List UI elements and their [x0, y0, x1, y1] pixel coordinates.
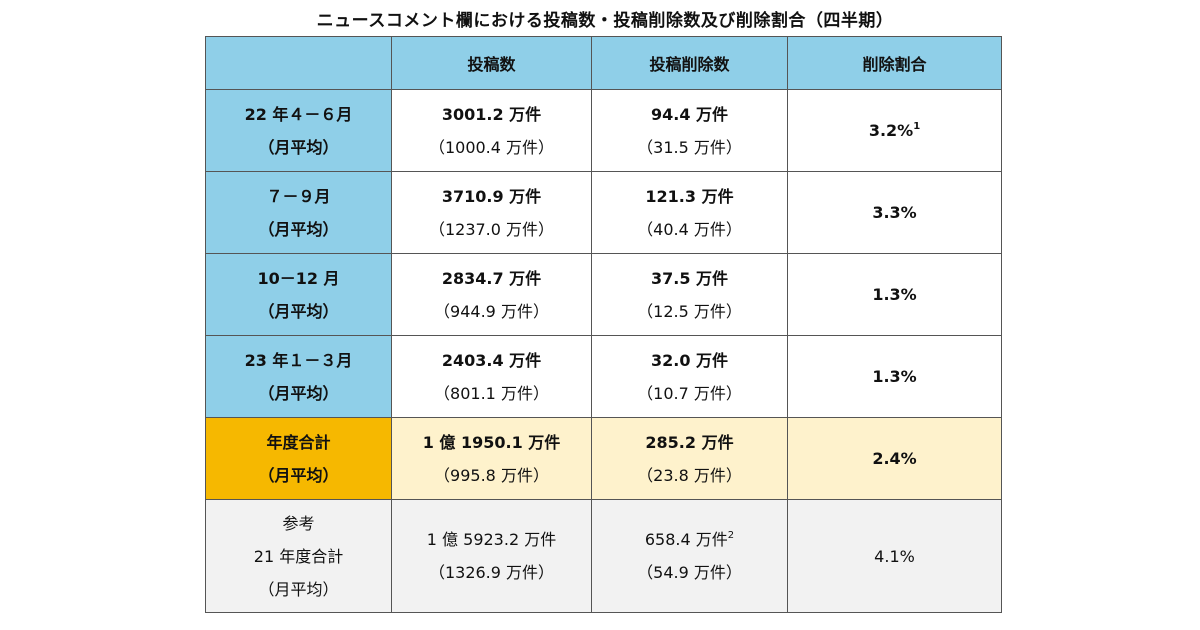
deleted-cell: 32.0 万件 （10.7 万件）	[591, 335, 788, 418]
reference-posts-cell: 1 億 5923.2 万件 （1326.9 万件）	[391, 499, 592, 613]
reference-row: 参考 21 年度合計 （月平均） 1 億 5923.2 万件 （1326.9 万件） …	[205, 499, 1002, 613]
posts-cell: 2403.4 万件 （801.1 万件）	[391, 335, 592, 418]
total-ratio-cell: 2.4%	[787, 417, 1002, 500]
table-row: 23 年１－３月 （月平均） 2403.4 万件 （801.1 万件） 32.0 万…	[205, 335, 1002, 418]
period-label: ７－９月 （月平均）	[205, 171, 392, 254]
header-ratio: 削除割合	[787, 36, 1002, 90]
footnote-marker: 2	[727, 530, 735, 541]
total-row: 年度合計 （月平均） 1 億 1950.1 万件 （995.8 万件） 285.2 …	[205, 417, 1002, 500]
deleted-cell: 37.5 万件 （12.5 万件）	[591, 253, 788, 336]
total-posts-cell: 1 億 1950.1 万件 （995.8 万件）	[391, 417, 592, 500]
table-row: ７－９月 （月平均） 3710.9 万件 （1237.0 万件） 121.3 万件（…	[205, 171, 1002, 254]
table-row: 10－12 月（月平均） 2834.7 万件 （944.9 万件） 37.5 万件…	[205, 253, 1002, 336]
ratio-cell: 1.3%	[787, 335, 1002, 418]
deleted-cell: 121.3 万件 （40.4 万件）	[591, 171, 788, 254]
reference-label: 参考 21 年度合計 （月平均）	[205, 499, 392, 613]
comment-deletion-table: 投稿数 投稿削除数 削除割合 22 年４－６月 （月平均） 3001.2 万件 （1…	[205, 36, 1002, 613]
posts-cell: 3001.2 万件 （1000.4 万件）	[391, 89, 592, 172]
period-label: 23 年１－３月 （月平均）	[205, 335, 392, 418]
header-deleted: 投稿削除数	[591, 36, 788, 90]
header-row: 投稿数 投稿削除数 削除割合	[205, 36, 1002, 90]
ratio-cell: 1.3%	[787, 253, 1002, 336]
footnote-marker: 1	[913, 121, 921, 132]
reference-deleted-cell: 658.4 万件2 （54.9 万件）	[591, 499, 788, 613]
posts-cell: 2834.7 万件 （944.9 万件）	[391, 253, 592, 336]
header-posts: 投稿数	[391, 36, 592, 90]
period-label: 10－12 月（月平均）	[205, 253, 392, 336]
period-label: 22 年４－６月 （月平均）	[205, 89, 392, 172]
ratio-cell: 3.2%1	[787, 89, 1002, 172]
posts-cell: 3710.9 万件 （1237.0 万件）	[391, 171, 592, 254]
deleted-cell: 94.4 万件 （31.5 万件）	[591, 89, 788, 172]
reference-ratio-cell: 4.1%	[787, 499, 1002, 613]
table-row: 22 年４－６月 （月平均） 3001.2 万件 （1000.4 万件） 94.4 …	[205, 89, 1002, 172]
ratio-cell: 3.3%	[787, 171, 1002, 254]
total-label: 年度合計 （月平均）	[205, 417, 392, 500]
total-deleted-cell: 285.2 万件 （23.8 万件）	[591, 417, 788, 500]
table-title: ニュースコメント欄における投稿数・投稿削除数及び削除割合（四半期）	[316, 11, 894, 31]
header-empty	[205, 36, 392, 90]
